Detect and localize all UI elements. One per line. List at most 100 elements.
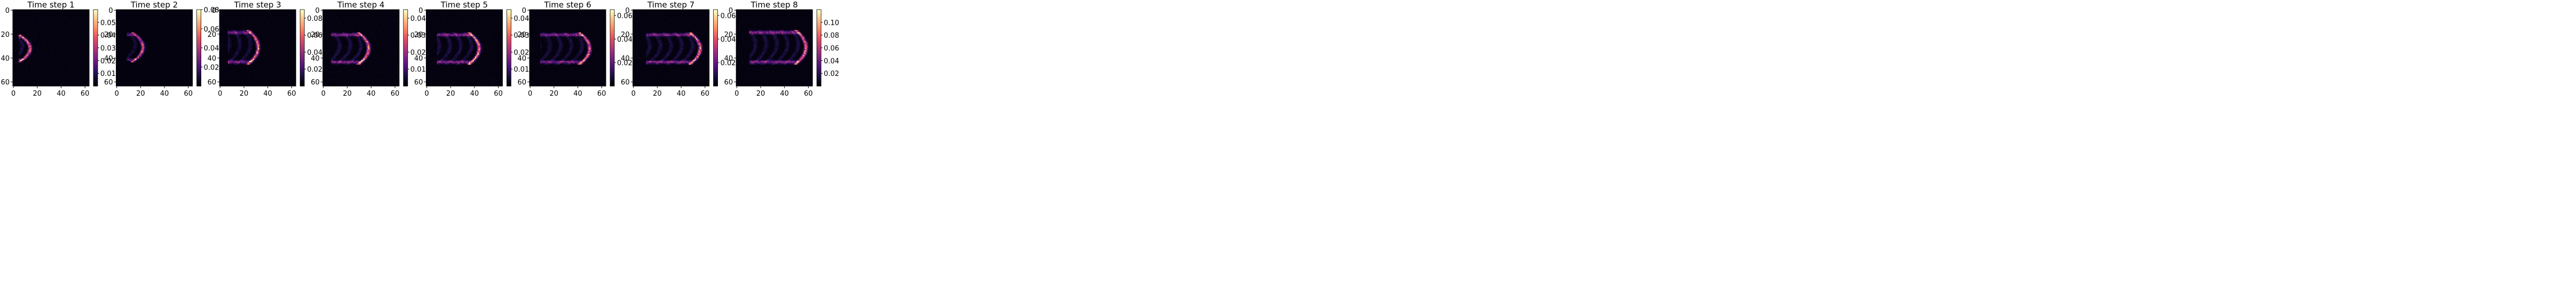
heatmap-cell	[336, 64, 337, 66]
heatmap-cell	[240, 34, 241, 36]
heatmap-cell	[141, 49, 143, 51]
heatmap-cell	[81, 57, 82, 59]
heatmap-cell	[36, 57, 38, 59]
colorbar-segment	[93, 23, 98, 25]
heatmap-cell	[461, 62, 462, 64]
x-tick-label: 40	[263, 90, 272, 98]
colorbar-segment	[196, 19, 201, 21]
heatmap-cell	[444, 29, 446, 32]
heatmap-cell	[444, 12, 446, 13]
heatmap-cell	[433, 70, 435, 72]
heatmap-cell	[273, 82, 275, 84]
heatmap-cell	[369, 27, 371, 29]
heatmap-cell	[224, 52, 226, 54]
heatmap-cell	[223, 83, 225, 86]
heatmap-cell	[377, 79, 380, 81]
heatmap-cell	[472, 10, 475, 11]
heatmap-cell	[137, 39, 139, 41]
heatmap-cell	[81, 43, 82, 45]
heatmap-cell	[326, 73, 328, 74]
heatmap-cell	[337, 22, 339, 25]
heatmap-cell	[270, 55, 271, 57]
heatmap-cell	[341, 34, 342, 36]
heatmap-cell	[375, 22, 377, 25]
heatmap-cell	[76, 53, 77, 56]
x-tick-label: 0	[218, 90, 222, 98]
heatmap-cell	[456, 61, 457, 63]
heatmap-cell	[450, 44, 452, 46]
heatmap-cell	[355, 56, 357, 58]
heatmap-cell	[358, 18, 360, 20]
colorbar-tick-label: 0.01	[100, 70, 116, 78]
heatmap-cell	[247, 70, 249, 72]
heatmap-cell	[336, 49, 337, 51]
heatmap-cell	[291, 41, 293, 42]
heatmap-cell	[367, 47, 368, 48]
heatmap-cell	[222, 74, 224, 76]
heatmap-cell	[292, 55, 294, 57]
heatmap-cell	[457, 51, 459, 53]
heatmap-cell	[42, 69, 44, 71]
heatmap-cell	[437, 62, 439, 64]
heatmap-cell	[324, 47, 326, 48]
heatmap-cell	[396, 84, 397, 87]
y-tick-label: 20	[1, 31, 10, 39]
heatmap-cell	[447, 32, 449, 34]
heatmap-cell	[470, 50, 472, 52]
heatmap-cell	[456, 19, 457, 21]
heatmap-cell	[77, 43, 79, 45]
heatmap-cell	[343, 36, 345, 37]
heatmap-cell	[52, 50, 54, 52]
heatmap-cell	[369, 36, 371, 37]
heatmap-cell	[224, 45, 226, 47]
heatmap-cell	[352, 55, 354, 57]
heatmap-cell	[476, 19, 478, 21]
heatmap-cell	[324, 69, 326, 71]
heatmap-cell	[473, 70, 476, 72]
heatmap-cell	[459, 75, 461, 77]
heatmap-cell	[71, 76, 73, 78]
heatmap-cell	[349, 79, 351, 81]
heatmap-cell	[433, 20, 435, 22]
heatmap-cell	[347, 37, 350, 38]
heatmap-cell	[486, 67, 487, 68]
heatmap-cell	[339, 70, 341, 72]
heatmap-cell	[30, 57, 33, 59]
heatmap-cell	[441, 59, 443, 61]
heatmap-cell	[378, 33, 381, 35]
heatmap-cell	[365, 58, 366, 60]
heatmap-cell	[26, 80, 28, 82]
heatmap-cell	[468, 36, 470, 37]
heatmap-cell	[52, 70, 54, 72]
heatmap-cell	[384, 72, 386, 73]
heatmap-cell	[368, 52, 370, 54]
heatmap-cell	[430, 74, 431, 76]
heatmap-cell	[398, 83, 400, 86]
heatmap-cell	[477, 64, 479, 66]
colorbar-segment	[93, 27, 98, 29]
heatmap-cell	[145, 45, 146, 47]
heatmap-cell	[374, 18, 376, 20]
heatmap-cell	[249, 51, 251, 53]
heatmap-cell	[464, 20, 466, 22]
colorbar-tick-label: 0.02	[204, 64, 219, 72]
heatmap-cell	[441, 19, 443, 21]
heatmap-cell	[349, 42, 351, 43]
heatmap-cell	[452, 48, 454, 50]
heatmap-cell	[465, 58, 467, 60]
heatmap-cell	[129, 56, 131, 58]
heatmap-cell	[132, 44, 135, 46]
heatmap-cell	[455, 61, 456, 63]
heatmap-cell	[491, 33, 492, 35]
heatmap-cell	[476, 56, 478, 58]
heatmap-cell	[394, 72, 396, 73]
heatmap-cell	[53, 38, 55, 40]
heatmap-cell	[438, 43, 440, 45]
heatmap-cell	[456, 20, 457, 22]
heatmap-cell	[448, 36, 451, 37]
heatmap-cell	[356, 21, 358, 23]
heatmap-cell	[235, 62, 236, 64]
heatmap-cell	[475, 58, 477, 60]
heatmap-cell	[81, 25, 82, 27]
heatmap-cell	[31, 47, 34, 48]
